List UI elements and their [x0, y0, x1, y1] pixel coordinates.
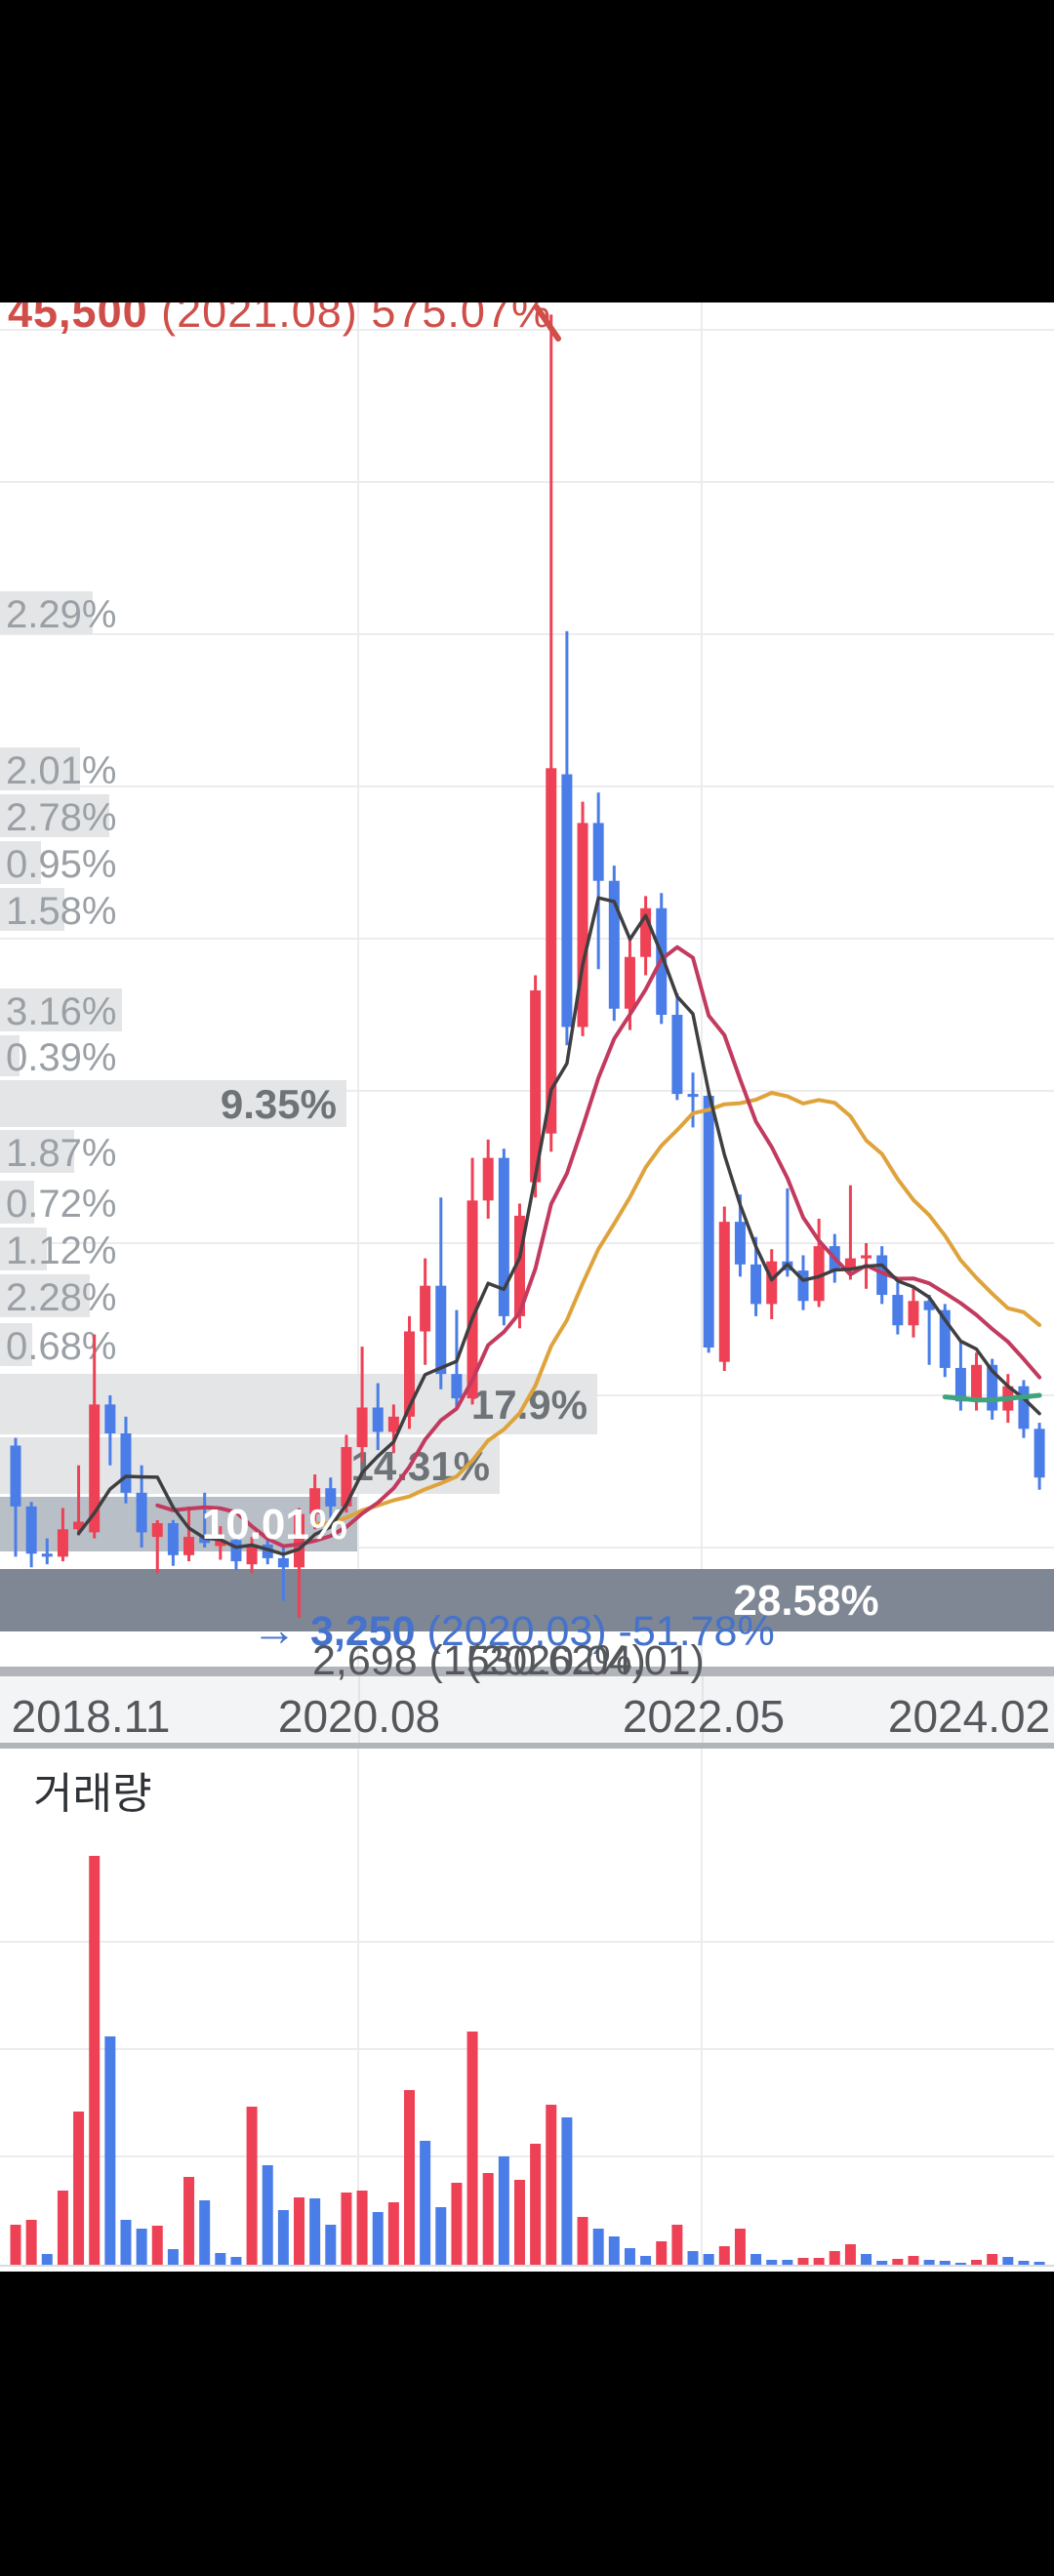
- svg-text:2.28%: 2.28%: [6, 1276, 116, 1319]
- peak-arrow-icon: [534, 304, 561, 342]
- svg-text:1.87%: 1.87%: [6, 1132, 116, 1175]
- low-point-annotation-blue: → 3,250 (2020.03) -51.78%: [252, 1603, 775, 1656]
- all-time-low-date: (2020.04.01): [466, 1637, 705, 1684]
- low-price: 3,250: [309, 1608, 416, 1655]
- axis-gridline: [358, 1676, 360, 1743]
- x-tick-2022-05: 2022.05: [622, 1691, 786, 1742]
- volume-chart-svg[interactable]: [0, 1749, 1054, 2272]
- svg-text:28.58%: 28.58%: [733, 1577, 878, 1625]
- svg-text:2.78%: 2.78%: [6, 796, 116, 839]
- svg-text:0.68%: 0.68%: [6, 1325, 116, 1368]
- svg-text:2.01%: 2.01%: [6, 749, 116, 792]
- x-axis: 2018.11 2020.08 2022.05 2024.02: [0, 1667, 1054, 1749]
- volume-panel[interactable]: 거래량: [0, 1749, 1054, 2272]
- svg-text:1.12%: 1.12%: [6, 1229, 116, 1272]
- svg-text:0.39%: 0.39%: [6, 1036, 116, 1079]
- svg-text:1.58%: 1.58%: [6, 890, 116, 933]
- right-arrow-icon: →: [252, 1604, 299, 1655]
- all-time-low-annotation: 2,698 (1530.62%): [312, 1637, 646, 1684]
- svg-text:2.29%: 2.29%: [6, 593, 116, 636]
- svg-text:17.9%: 17.9%: [471, 1382, 588, 1428]
- svg-text:0.72%: 0.72%: [6, 1183, 116, 1226]
- svg-text:10.01%: 10.01%: [202, 1501, 347, 1549]
- x-tick-2020-08: 2020.08: [277, 1691, 441, 1742]
- axis-gridline: [702, 1676, 704, 1743]
- low-pct: -51.78%: [618, 1608, 775, 1655]
- price-chart-svg[interactable]: 2.29% 2.01%2.78%0.95%1.58% 3.16%0.39% 9.35%…: [0, 302, 1054, 1667]
- bottom-letterbox: [0, 2272, 1054, 2576]
- top-letterbox: [0, 0, 1054, 302]
- x-tick-2018-11: 2018.11: [11, 1691, 171, 1742]
- x-tick-2024-02: 2024.02: [887, 1691, 1051, 1742]
- svg-text:9.35%: 9.35%: [221, 1081, 337, 1127]
- price-chart-panel[interactable]: 2.29% 2.01% 2.78% 0.95% 1.58% 3.16% 0.39% 9.35%…: [0, 302, 1054, 1667]
- svg-text:3.16%: 3.16%: [6, 990, 116, 1033]
- svg-text:0.95%: 0.95%: [6, 843, 116, 886]
- low-date: (2020.03): [426, 1608, 607, 1655]
- volume-title: 거래량: [33, 1770, 152, 1818]
